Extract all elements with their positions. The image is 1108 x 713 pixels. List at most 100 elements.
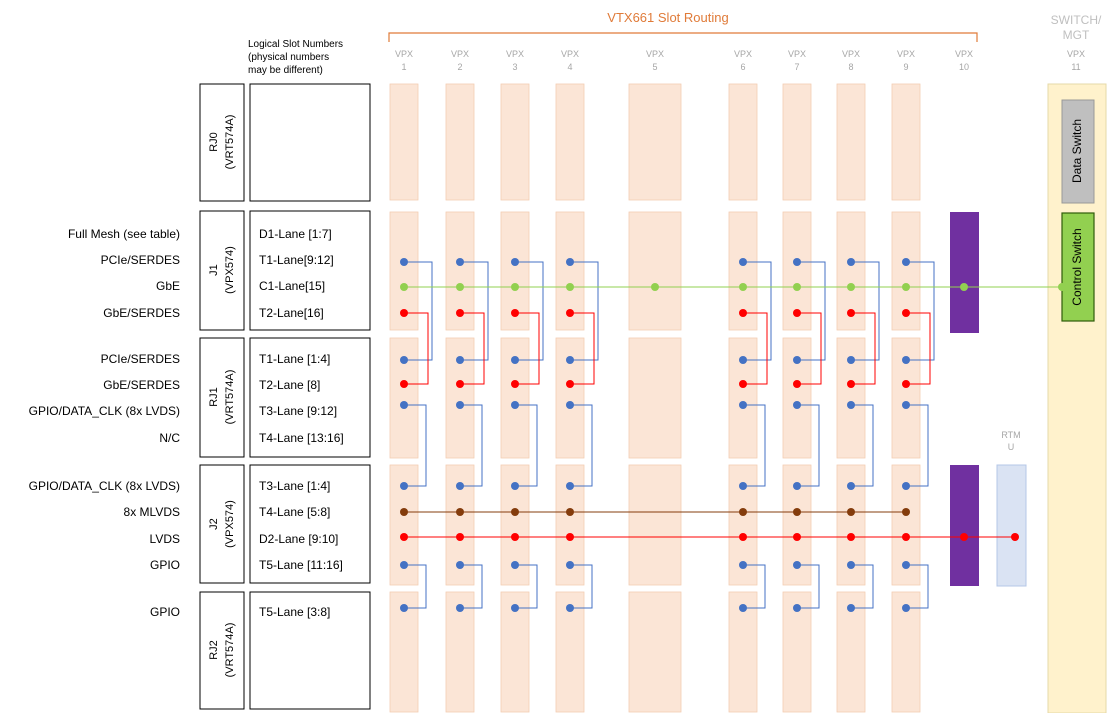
routing-bracket [906,261,935,361]
signal-dot [960,533,968,541]
routing-bracket [460,312,485,385]
slot-column-segment [628,337,682,459]
routing-dots [400,258,1066,612]
signal-dot [566,508,574,516]
routing-bracket [851,261,880,361]
signal-dot [739,309,747,317]
connector-j1-part: (VPX574) [224,246,236,294]
signal-dot [793,283,801,291]
lane-label-t4-rj1: T4-Lane [13:16] [259,431,344,445]
routing-bracket [906,404,929,487]
slot-column-segment [555,83,585,201]
signal-dot [902,380,910,388]
signal-dot [511,561,519,569]
connector-rj0: RJ0 (VRT574A) [199,83,371,202]
rtm-label-line2: U [1008,442,1015,452]
lane-label-d2: D2-Lane [9:10] [259,532,338,546]
signal-label-gpio-j2: GPIO [150,558,180,572]
signal-dot [456,508,464,516]
routing-bracket [515,261,544,361]
signal-label-gpio-clk-rj1: GPIO/DATA_CLK (8x LVDS) [29,404,180,418]
routing-bracket [797,564,820,609]
signal-label-nc: N/C [159,431,180,445]
routing-bracket [906,312,931,385]
signal-label-lvds: LVDS [150,532,180,546]
connector-j1: J1 (VPX574) [199,210,371,331]
signal-dot [847,561,855,569]
signal-dot [902,283,910,291]
signal-dot [400,258,408,266]
signal-dot [566,604,574,612]
signal-dot [1011,533,1019,541]
signal-dot [739,380,747,388]
signal-dot [902,482,910,490]
connector-rj2: RJ2 (VRT574A) [199,591,371,710]
slot-header-prefix: VPX [897,49,915,59]
lane-label-t1-rj1: T1-Lane [1:4] [259,352,330,366]
lane-label-t5-j2: T5-Lane [11:16] [259,558,343,572]
signal-dot [847,482,855,490]
routing-bracket [851,564,874,609]
connector-rj1-name: RJ1 [208,387,220,407]
slot-header-number: 4 [567,62,572,72]
logical-slot-header-line1: Logical Slot Numbers [248,39,343,50]
routing-bracket [570,312,595,385]
signal-dot [400,380,408,388]
routing-bracket [515,564,538,609]
signal-dot [566,401,574,409]
signal-dot [739,401,747,409]
lane-label-c1: C1-Lane[15] [259,279,325,293]
signal-dot [793,508,801,516]
signal-label-gpio-clk-j2: GPIO/DATA_CLK (8x LVDS) [29,479,180,493]
routing-bracket [570,564,593,609]
signal-dot [1058,283,1066,291]
signal-dot [902,401,910,409]
signal-dot [400,309,408,317]
routing-bracket [851,404,874,487]
signal-dot [456,604,464,612]
routing-bracket [851,312,876,385]
routing-bracket [460,564,483,609]
slot-header-number: 8 [848,62,853,72]
slot-column-segment [500,83,530,201]
signal-dot [793,561,801,569]
control-switch-box [1061,212,1095,322]
signal-label-gbe-serdes-rj1: GbE/SERDES [103,378,180,392]
signal-dot [739,533,747,541]
signal-dot [739,283,747,291]
data-switch-label: Data Switch [1070,119,1084,183]
routing-bracket [515,312,540,385]
signal-dot [511,356,519,364]
signal-dot [902,604,910,612]
slot-header-number: 5 [652,62,657,72]
routing-bracket [906,564,929,609]
slot-column-segment [628,464,682,586]
signal-dot [793,356,801,364]
signal-dot [511,604,519,612]
slot-header-prefix: VPX [506,49,524,59]
signal-dot [651,283,659,291]
slot-column-segment [728,83,758,201]
signal-label-pcie-j1: PCIe/SERDES [101,253,180,267]
signal-dot [400,508,408,516]
signal-dot [847,356,855,364]
logical-slot-header-line2: (physical numbers [248,52,329,63]
signal-dot [739,604,747,612]
slot-header-prefix: VPX [842,49,860,59]
signal-dot [456,561,464,569]
signal-dot [456,258,464,266]
signal-dot [511,258,519,266]
signal-dot [566,561,574,569]
slot10-j2-block [950,465,979,586]
connector-j1-name: J1 [208,264,220,276]
connector-rj1-part: (VRT574A) [224,370,236,425]
signal-dot [456,380,464,388]
signal-dot [902,309,910,317]
signal-dot [847,604,855,612]
signal-dot [739,508,747,516]
rtm-label-line1: RTM [1001,430,1020,440]
connector-rj1: RJ1 (VRT574A) [199,337,371,458]
signal-dot [739,356,747,364]
signal-dot [511,380,519,388]
